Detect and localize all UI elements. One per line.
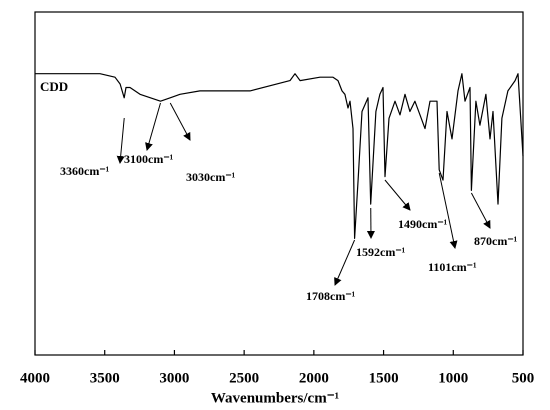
x-axis-label: Wavenumbers/cm⁻¹ [211, 390, 339, 406]
annotation-label: 1490cm⁻¹ [398, 217, 448, 231]
x-tick-label: 3000 [159, 370, 189, 386]
x-tick-label: 500 [512, 370, 535, 386]
series-label: CDD [40, 79, 68, 94]
annotation-label: 3030cm⁻¹ [186, 170, 236, 184]
annotation-label: 1101cm⁻¹ [428, 260, 477, 274]
annotation-label: 3360cm⁻¹ [60, 164, 110, 178]
x-tick-label: 3500 [90, 370, 120, 386]
spectrum-line [35, 73, 524, 239]
annotation-arrow [470, 192, 491, 229]
x-tick-label: 1500 [369, 370, 399, 386]
annotation-arrow [169, 102, 191, 141]
annotation-arrow [116, 117, 125, 164]
x-tick-label: 4000 [20, 370, 50, 386]
annotation-label: 870cm⁻¹ [474, 234, 518, 248]
annotation-label: 1592cm⁻¹ [356, 245, 406, 259]
annotation-label: 1708cm⁻¹ [306, 289, 356, 303]
annotation-arrow [145, 102, 161, 151]
x-tick-label: 1000 [438, 370, 468, 386]
annotation-arrow [384, 179, 411, 211]
annotation-label: 3100cm⁻¹ [124, 152, 174, 166]
annotation-arrow [438, 172, 458, 249]
x-tick-label: 2500 [229, 370, 259, 386]
annotation-arrow [334, 239, 356, 286]
plot-frame [34, 11, 524, 356]
x-tick-label: 2000 [299, 370, 329, 386]
